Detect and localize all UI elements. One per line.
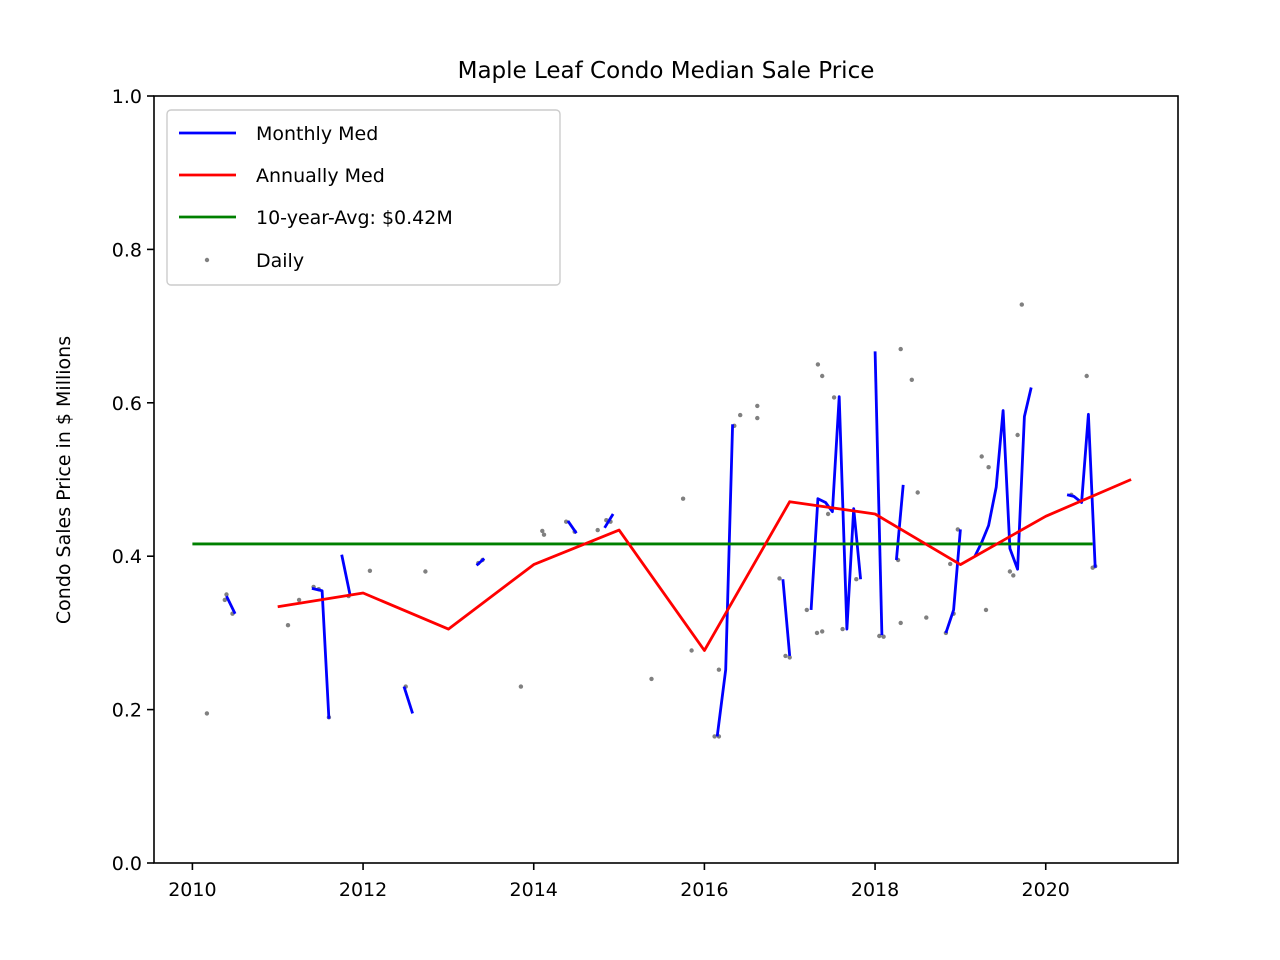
monthly-median-line <box>781 579 792 657</box>
chart-title: Maple Leaf Condo Median Sale Price <box>458 58 875 84</box>
monthly-median-line <box>715 424 734 737</box>
axis-ticks: 2010 2012 2014 2016 2018 2020 0.0 0.2 0.4 0.6 0.8 1… <box>112 86 1070 901</box>
daily-point <box>804 607 809 613</box>
daily-point <box>1084 373 1089 379</box>
daily-point <box>595 527 600 533</box>
monthly-median-line <box>895 484 905 561</box>
daily-point <box>924 615 929 620</box>
legend-label: Annually Med <box>256 165 385 187</box>
daily-point <box>1019 302 1024 307</box>
daily-point <box>955 527 960 532</box>
legend-label: 10-year-Avg: $0.42M <box>256 207 453 229</box>
daily-point <box>738 412 743 418</box>
daily-point <box>854 577 859 582</box>
y-tick-label: 0.8 <box>112 239 142 261</box>
x-tick-label: 2016 <box>680 879 728 901</box>
x-tick-label: 2018 <box>851 879 899 901</box>
daily-point <box>881 634 886 639</box>
plot-area <box>192 302 1132 739</box>
daily-point <box>541 532 547 537</box>
daily-point <box>777 576 782 581</box>
daily-point <box>815 362 821 367</box>
daily-point <box>825 511 831 517</box>
daily-point <box>285 623 291 628</box>
monthly-median-line <box>311 587 331 719</box>
annual-median-line <box>277 478 1132 652</box>
legend-box <box>166 109 561 286</box>
legend-label: Daily <box>256 250 304 272</box>
monthly-median-line <box>944 529 962 634</box>
daily-point <box>755 415 760 421</box>
x-tick-label: 2012 <box>339 879 387 901</box>
y-axis-label: Condo Sales Price in $ Millions <box>53 336 75 624</box>
y-tick-label: 0.0 <box>112 853 142 875</box>
daily-point <box>680 496 686 501</box>
daily-point <box>204 711 210 716</box>
y-tick-label: 0.2 <box>112 700 142 722</box>
daily-point <box>689 648 694 653</box>
daily-point <box>979 454 984 459</box>
daily-point <box>755 403 760 409</box>
legend-label: Monthly Med <box>256 123 378 145</box>
daily-point <box>814 630 820 636</box>
daily-point <box>877 633 882 639</box>
daily-point <box>840 626 845 632</box>
monthly-median-line <box>873 351 884 636</box>
daily-point <box>1007 569 1013 574</box>
daily-point <box>915 490 920 495</box>
monthly-median-line <box>973 387 1033 571</box>
daily-point <box>1015 432 1020 438</box>
daily-point <box>518 684 524 689</box>
x-tick-label: 2014 <box>510 879 558 901</box>
daily-point <box>712 734 717 739</box>
monthly-median-line <box>225 595 237 615</box>
y-tick-label: 0.6 <box>112 393 142 415</box>
monthly-median-line <box>475 557 486 567</box>
daily-point <box>224 592 229 597</box>
daily-point <box>898 346 903 352</box>
monthly-median-line <box>566 520 578 534</box>
monthly-median-line <box>340 554 352 597</box>
legend-swatch-dot <box>204 257 210 263</box>
monthly-median-line <box>603 513 615 529</box>
daily-point <box>716 667 722 672</box>
monthly-median-line <box>809 395 862 631</box>
daily-point <box>820 373 825 379</box>
daily-point <box>783 653 788 659</box>
daily-point <box>820 629 825 634</box>
legend: Monthly Med Annually Med 10-year-Avg: $0.4… <box>166 109 561 286</box>
y-tick-label: 1.0 <box>112 86 142 108</box>
daily-point <box>983 607 989 613</box>
daily-point <box>898 620 903 626</box>
daily-point <box>831 395 837 400</box>
daily-point <box>787 655 792 660</box>
daily-point <box>367 568 373 573</box>
monthly-median-line <box>402 686 414 714</box>
axes-frame <box>153 95 1179 864</box>
x-tick-label: 2010 <box>168 879 216 901</box>
monthly-median-line <box>1066 412 1097 568</box>
daily-point <box>222 597 227 603</box>
daily-point <box>296 597 302 603</box>
daily-point <box>948 561 953 567</box>
daily-point <box>540 528 545 534</box>
daily-point <box>909 377 914 382</box>
daily-point <box>986 465 991 470</box>
daily-point <box>1011 573 1016 578</box>
daily-point <box>649 676 654 682</box>
x-tick-label: 2020 <box>1022 879 1070 901</box>
daily-point <box>423 569 428 574</box>
daily-point <box>564 519 569 524</box>
y-tick-label: 0.4 <box>112 546 142 568</box>
